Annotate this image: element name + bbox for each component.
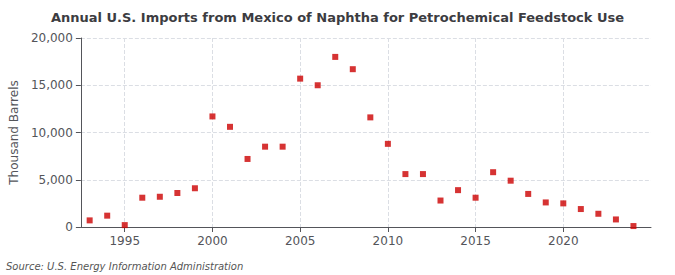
svg-text:5,000: 5,000 [39, 173, 73, 187]
svg-text:15,000: 15,000 [31, 78, 73, 92]
svg-text:2015: 2015 [460, 234, 491, 248]
svg-text:2005: 2005 [285, 234, 316, 248]
svg-text:Thousand Barrels: Thousand Barrels [7, 80, 21, 185]
svg-text:20,000: 20,000 [31, 31, 73, 45]
svg-text:0: 0 [65, 220, 73, 234]
svg-text:1995: 1995 [109, 234, 140, 248]
svg-text:10,000: 10,000 [31, 126, 73, 140]
svg-text:2020: 2020 [548, 234, 579, 248]
svg-text:2000: 2000 [197, 234, 228, 248]
svg-text:Annual U.S. Imports from Mexic: Annual U.S. Imports from Mexico of Napht… [51, 10, 624, 25]
svg-text:Source: U.S. Energy Informatio: Source: U.S. Energy Information Administ… [6, 261, 243, 272]
svg-text:2010: 2010 [373, 234, 404, 248]
